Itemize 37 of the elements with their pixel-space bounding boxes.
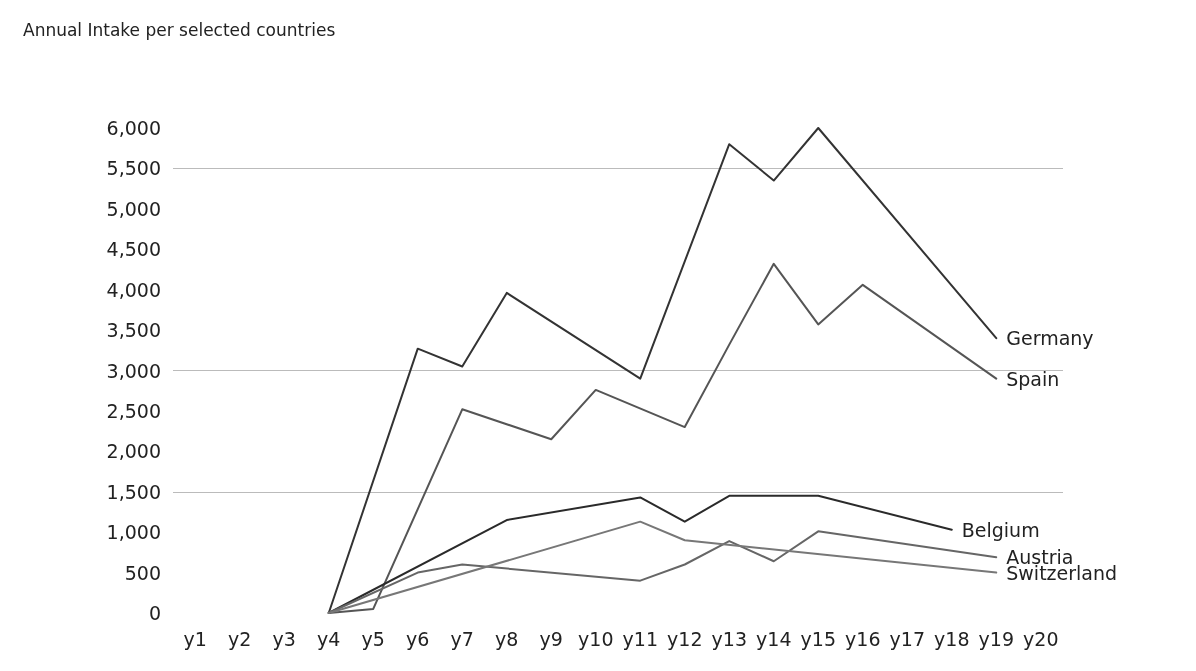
series-label: Germany bbox=[1006, 327, 1094, 350]
y-tick-label: 5,500 bbox=[106, 157, 161, 180]
x-tick-label: y15 bbox=[800, 627, 836, 650]
x-tick-label: y19 bbox=[978, 627, 1014, 650]
x-tick-label: y2 bbox=[228, 627, 252, 650]
x-tick-label: y8 bbox=[495, 627, 519, 650]
y-tick-label: 2,500 bbox=[106, 399, 161, 422]
x-tick-label: y13 bbox=[711, 627, 747, 650]
x-tick-label: y4 bbox=[317, 627, 341, 650]
y-tick-label: 1,000 bbox=[106, 521, 161, 544]
x-tick-label: y3 bbox=[272, 627, 296, 650]
y-tick-label: 3,000 bbox=[106, 359, 161, 382]
x-tick-label: y20 bbox=[1023, 627, 1059, 650]
x-tick-label: y11 bbox=[622, 627, 658, 650]
y-tick-label: 4,500 bbox=[106, 238, 161, 261]
x-tick-label: y7 bbox=[450, 627, 474, 650]
x-tick-label: y9 bbox=[539, 627, 563, 650]
chart-title: Annual Intake per selected countries bbox=[23, 19, 336, 40]
series-label: Spain bbox=[1006, 367, 1060, 390]
y-tick-label: 5,000 bbox=[106, 197, 161, 220]
x-tick-label: y10 bbox=[578, 627, 614, 650]
y-tick-label: 6,000 bbox=[106, 117, 161, 139]
x-tick-label: y16 bbox=[845, 627, 881, 650]
y-tick-label: 4,000 bbox=[106, 278, 161, 301]
x-tick-label: y14 bbox=[756, 627, 792, 650]
x-tick-label: y18 bbox=[934, 627, 970, 650]
x-tick-label: y6 bbox=[406, 627, 430, 650]
y-tick-label: 500 bbox=[124, 561, 161, 584]
x-tick-label: y17 bbox=[889, 627, 925, 650]
y-tick-label: 0 bbox=[148, 602, 161, 624]
y-tick-label: 2,000 bbox=[106, 440, 161, 463]
y-tick-label: 1,500 bbox=[106, 480, 161, 503]
x-tick-label: y5 bbox=[361, 627, 385, 650]
series-label: Belgium bbox=[961, 518, 1040, 541]
y-tick-label: 3,500 bbox=[106, 319, 161, 342]
x-tick-label: y1 bbox=[183, 627, 207, 650]
x-tick-label: y12 bbox=[667, 627, 703, 650]
